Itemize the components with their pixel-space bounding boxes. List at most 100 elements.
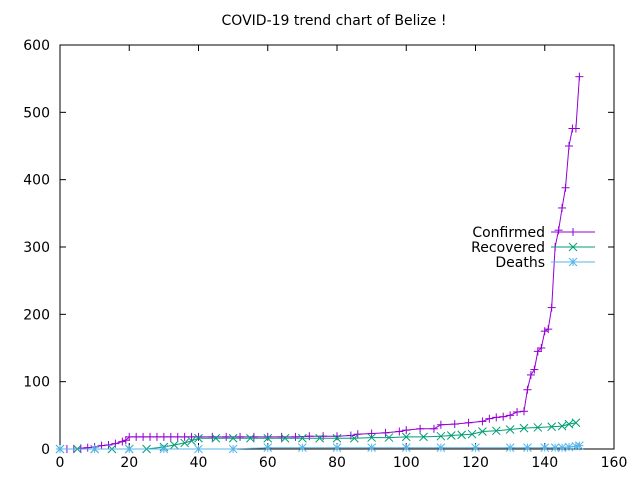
data-point-confirmed [450,420,459,429]
data-point-confirmed [575,72,584,81]
data-point-recovered [491,426,501,436]
data-point-recovered [547,422,557,432]
data-point-confirmed [533,347,542,356]
data-point-confirmed [402,426,411,435]
series-line-deaths [60,445,580,450]
data-point-deaths [550,443,560,453]
y-tick-label: 600 [23,38,50,54]
data-point-confirmed [416,424,425,433]
series-layer [55,72,584,454]
data-point-confirmed [381,428,390,437]
data-point-recovered [315,433,325,443]
data-point-deaths [471,443,480,453]
data-point-confirmed [263,432,272,441]
data-point-confirmed [146,432,155,441]
data-point-recovered [505,425,515,434]
x-tick-label: 160 [601,455,628,471]
series-confirmed [56,72,584,453]
data-point-recovered [457,430,467,440]
data-point-deaths [159,444,169,454]
data-point-recovered [228,433,238,443]
series-line-confirmed [60,76,580,450]
data-point-deaths [90,444,99,454]
data-point-recovered [367,433,376,442]
y-tick-label: 300 [23,240,50,256]
data-point-confirmed [118,437,127,446]
data-point-recovered [298,433,307,443]
data-point-confirmed [132,432,141,441]
data-point-recovered [401,432,411,442]
data-point-confirmed [222,432,231,441]
data-point-recovered [519,423,529,433]
data-point-confirmed [519,407,528,416]
data-point-confirmed [111,439,120,448]
data-point-recovered [263,433,273,443]
data-point-confirmed [499,412,508,421]
data-point-deaths [540,443,550,453]
data-point-recovered [571,418,581,428]
y-tick-label: 500 [23,105,50,121]
data-point-deaths [436,443,446,453]
data-point-confirmed [173,432,182,441]
data-point-deaths [228,444,238,454]
data-point-confirmed [537,344,546,352]
data-point-confirmed [166,432,175,441]
data-point-recovered [467,429,477,439]
data-point-confirmed [547,303,556,312]
data-point-confirmed [571,124,580,133]
data-point-recovered [557,421,567,431]
data-point-confirmed [561,183,570,192]
x-tick-label: 140 [531,455,558,471]
data-point-confirmed [83,443,92,452]
data-point-confirmed [540,327,549,336]
data-point-recovered [169,440,179,450]
data-point-confirmed [544,325,553,334]
data-point-confirmed [526,370,535,379]
y-tick-label: 0 [41,442,50,458]
data-point-recovered [419,432,428,442]
y-tick-label: 200 [23,307,50,323]
data-point-recovered [478,427,487,436]
data-point-confirmed [436,420,445,429]
x-tick-label: 60 [259,455,277,471]
data-point-confirmed [564,142,573,150]
data-point-recovered [446,431,456,440]
data-point-confirmed [180,432,189,441]
data-point-deaths [523,443,532,453]
legend-label-recovered: Recovered [471,240,545,256]
data-point-confirmed [152,432,161,441]
y-tick-label: 100 [23,375,50,391]
legend-marker-confirmed [569,228,577,236]
data-point-confirmed [97,441,106,450]
data-point-confirmed [485,414,494,423]
x-tick-label: 100 [393,455,420,471]
data-point-confirmed [121,436,130,445]
data-point-confirmed [478,417,487,426]
data-point-deaths [367,443,376,453]
data-point-confirmed [291,432,300,441]
data-point-recovered [246,433,255,443]
y-tick-label: 400 [23,173,50,189]
data-point-confirmed [558,203,567,212]
data-point-deaths [401,443,411,453]
data-point-confirmed [523,385,532,394]
data-point-confirmed [305,432,314,441]
data-point-recovered [180,438,190,448]
data-point-deaths [505,443,515,453]
data-point-confirmed [395,427,404,436]
data-point-confirmed [319,432,328,441]
data-point-confirmed [333,432,341,441]
data-point-confirmed [367,429,376,438]
x-tick-label: 0 [56,455,65,471]
data-point-recovered [564,419,574,429]
data-point-deaths [298,443,307,453]
data-point-confirmed [464,418,473,427]
legend-marker-deaths [568,257,578,267]
data-point-recovered [211,433,221,443]
data-point-recovered [280,433,290,443]
axes: 0 20 40 60 80 100 120 140 160 0 100 200 300 400 500 600 [23,38,627,471]
x-tick-label: 40 [190,455,208,471]
data-point-recovered [349,433,359,443]
